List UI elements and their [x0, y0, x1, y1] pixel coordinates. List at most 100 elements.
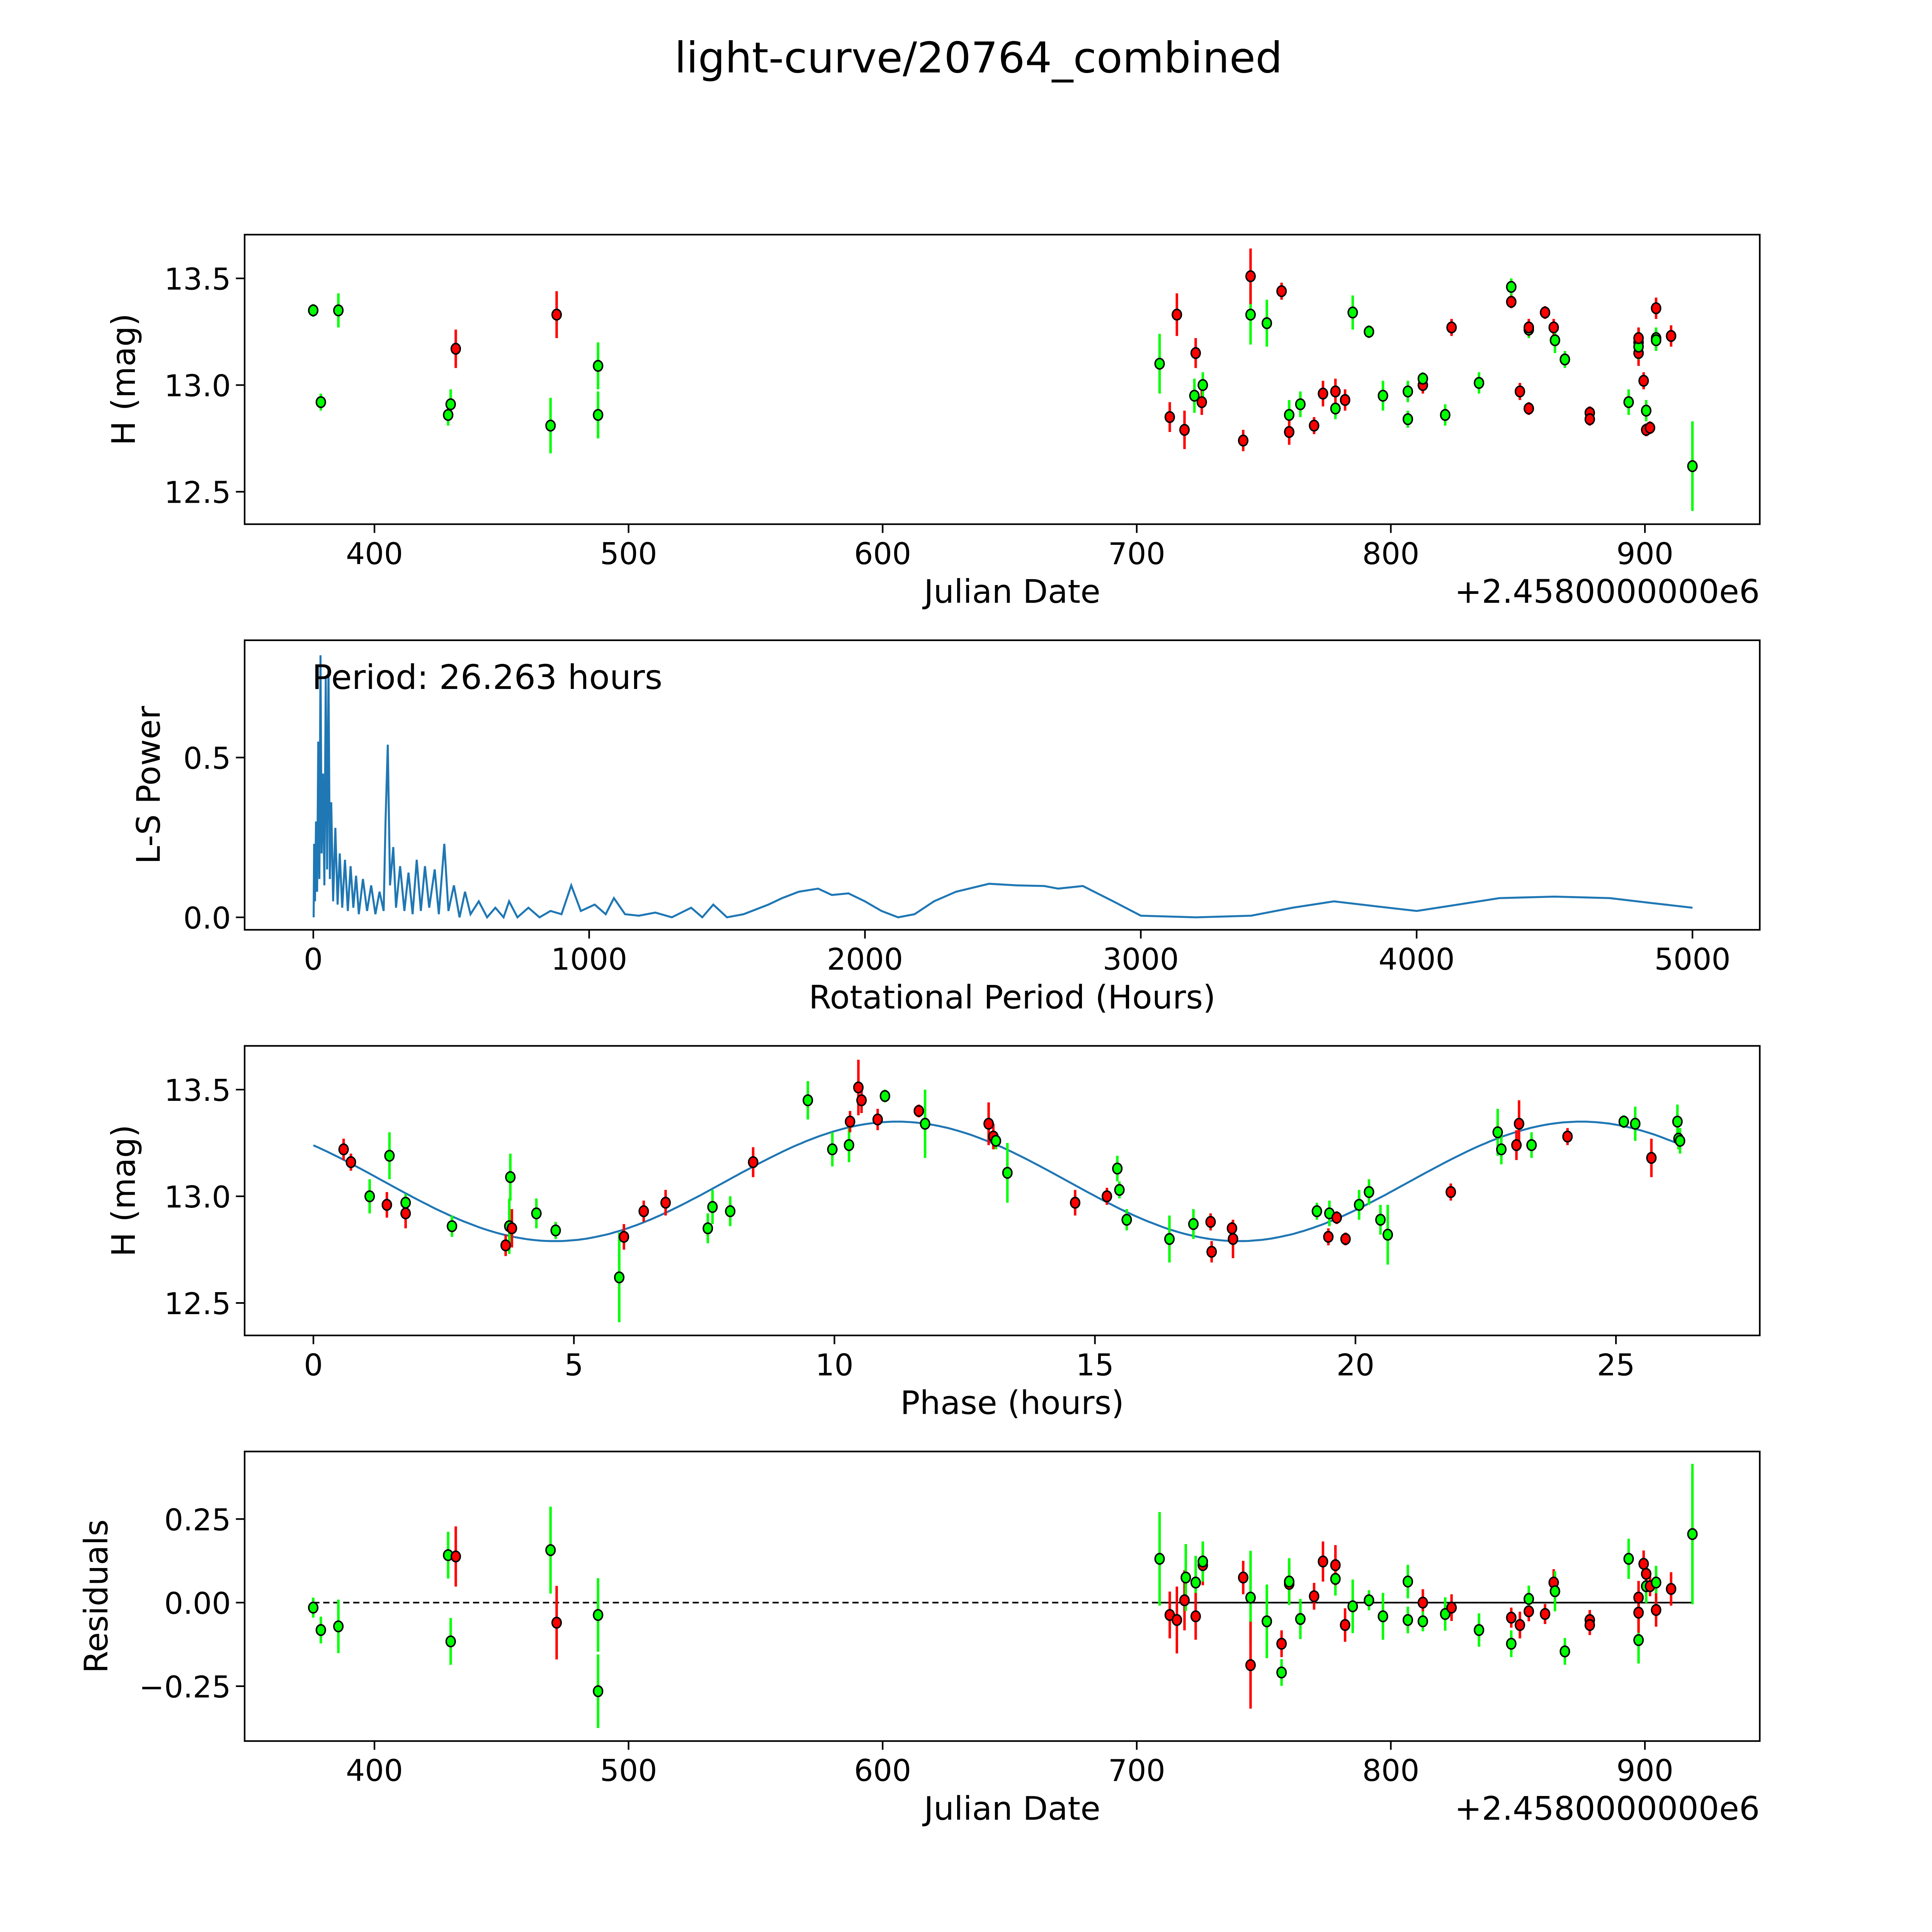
data-point-red	[1506, 1612, 1517, 1624]
data-point-red	[450, 1550, 461, 1563]
data-point-green	[1245, 308, 1256, 321]
data-point-green	[443, 409, 454, 421]
data-point-red	[1172, 1614, 1182, 1626]
data-point-green	[1641, 405, 1651, 417]
plot-area	[308, 248, 1698, 511]
data-point-red	[1511, 1139, 1522, 1151]
data-point-red	[1276, 285, 1287, 298]
data-point-green	[315, 396, 326, 408]
data-point-green	[308, 304, 319, 316]
data-point-red	[1228, 1233, 1238, 1245]
data-point-green	[1687, 1528, 1698, 1540]
data-point-green	[1354, 1199, 1364, 1211]
axes-frame	[243, 1451, 1761, 1742]
data-point-green	[545, 419, 556, 432]
data-point-red	[1523, 321, 1534, 333]
data-point-red	[1540, 306, 1551, 319]
data-point-green	[593, 360, 604, 372]
data-point-red	[1318, 388, 1328, 400]
x-tick-label: 15	[1076, 1348, 1114, 1383]
data-point-green	[1474, 377, 1485, 389]
data-point-green	[1560, 1645, 1570, 1658]
data-point-green	[1284, 409, 1294, 421]
data-point-green	[1378, 1610, 1388, 1622]
x-axis-label: Julian Date	[922, 573, 1100, 611]
figure-title: light-curve/20764_combined	[675, 33, 1282, 82]
data-point-red	[1164, 411, 1175, 423]
data-point-red	[1540, 1608, 1551, 1620]
data-point-red	[1562, 1130, 1573, 1143]
data-point-red	[913, 1105, 924, 1117]
data-point-green	[1560, 353, 1570, 366]
data-point-green	[505, 1171, 516, 1183]
data-point-green	[1364, 1186, 1374, 1198]
data-point-red	[1340, 1619, 1350, 1631]
data-point-green	[1311, 1205, 1322, 1218]
x-tick-label: 2000	[827, 942, 903, 977]
data-point-red	[1638, 1558, 1649, 1570]
data-point-green	[1375, 1214, 1386, 1226]
data-point-red	[983, 1117, 994, 1130]
y-axis-label: H (mag)	[105, 1124, 143, 1257]
data-point-red	[1506, 296, 1517, 308]
x-tick-label: 4000	[1379, 942, 1455, 977]
panel-lightcurve: 400 500 600 700 800 900 12.5 13.0 13.5 Julian Dat…	[105, 234, 1761, 611]
y-tick-label: 13.0	[164, 369, 231, 404]
data-point-red	[1179, 424, 1190, 436]
data-point-red	[1446, 1186, 1456, 1198]
x-tick-label: 900	[1616, 1753, 1673, 1788]
data-point-green	[1378, 389, 1388, 402]
data-point-red	[1633, 1592, 1644, 1604]
data-point-green	[1506, 1638, 1517, 1650]
y-tick-label: −0.25	[139, 1670, 231, 1705]
data-point-red	[1584, 1619, 1595, 1631]
panel-phased: 0 5 10 15 20 25 12.5 13.0 13.5 Phase (hours) H (ma…	[105, 1045, 1761, 1422]
data-point-green	[1154, 1553, 1165, 1565]
data-point-red	[1245, 1659, 1256, 1671]
x-tick-label: 600	[854, 1753, 911, 1788]
data-point-red	[1651, 1604, 1662, 1616]
data-point-red	[638, 1205, 649, 1218]
plot-area	[313, 1060, 1685, 1322]
data-point-green	[1382, 1228, 1393, 1241]
data-point-green	[725, 1205, 736, 1218]
data-point-red	[619, 1231, 629, 1243]
data-point-green	[445, 1635, 456, 1648]
data-point-green	[384, 1150, 395, 1162]
data-point-red	[1633, 1607, 1644, 1619]
data-point-green	[400, 1197, 411, 1209]
data-point-green	[1402, 1575, 1413, 1588]
data-point-green	[1402, 413, 1413, 425]
data-point-red	[1190, 1610, 1201, 1622]
data-point-red	[507, 1222, 517, 1235]
data-point-green	[315, 1624, 326, 1636]
data-point-red	[1206, 1246, 1217, 1258]
data-point-green	[447, 1220, 457, 1232]
x-tick-label: 0	[304, 1348, 323, 1383]
data-point-red	[1417, 1597, 1428, 1609]
data-point-red	[1318, 1555, 1328, 1568]
data-point-red	[1309, 1590, 1320, 1602]
data-point-red	[853, 1081, 864, 1094]
data-point-green	[1496, 1143, 1507, 1156]
data-point-green	[1002, 1167, 1013, 1179]
data-point-green	[1276, 1666, 1287, 1679]
x-axis-label: Phase (hours)	[900, 1384, 1124, 1422]
data-point-green	[1675, 1134, 1685, 1147]
data-point-green	[1330, 402, 1341, 415]
data-point-green	[333, 304, 344, 316]
data-point-red	[551, 1616, 562, 1629]
data-point-red	[1340, 1233, 1351, 1245]
data-point-green	[1245, 1592, 1256, 1604]
data-point-green	[1364, 1594, 1374, 1607]
data-point-green	[1618, 1116, 1629, 1128]
data-point-red	[1330, 1559, 1341, 1571]
data-point-green	[1164, 1233, 1175, 1245]
plot-area	[313, 655, 1693, 920]
data-point-green	[1190, 1577, 1201, 1589]
y-tick-label: 12.5	[164, 476, 231, 510]
data-point-red	[1323, 1231, 1334, 1243]
